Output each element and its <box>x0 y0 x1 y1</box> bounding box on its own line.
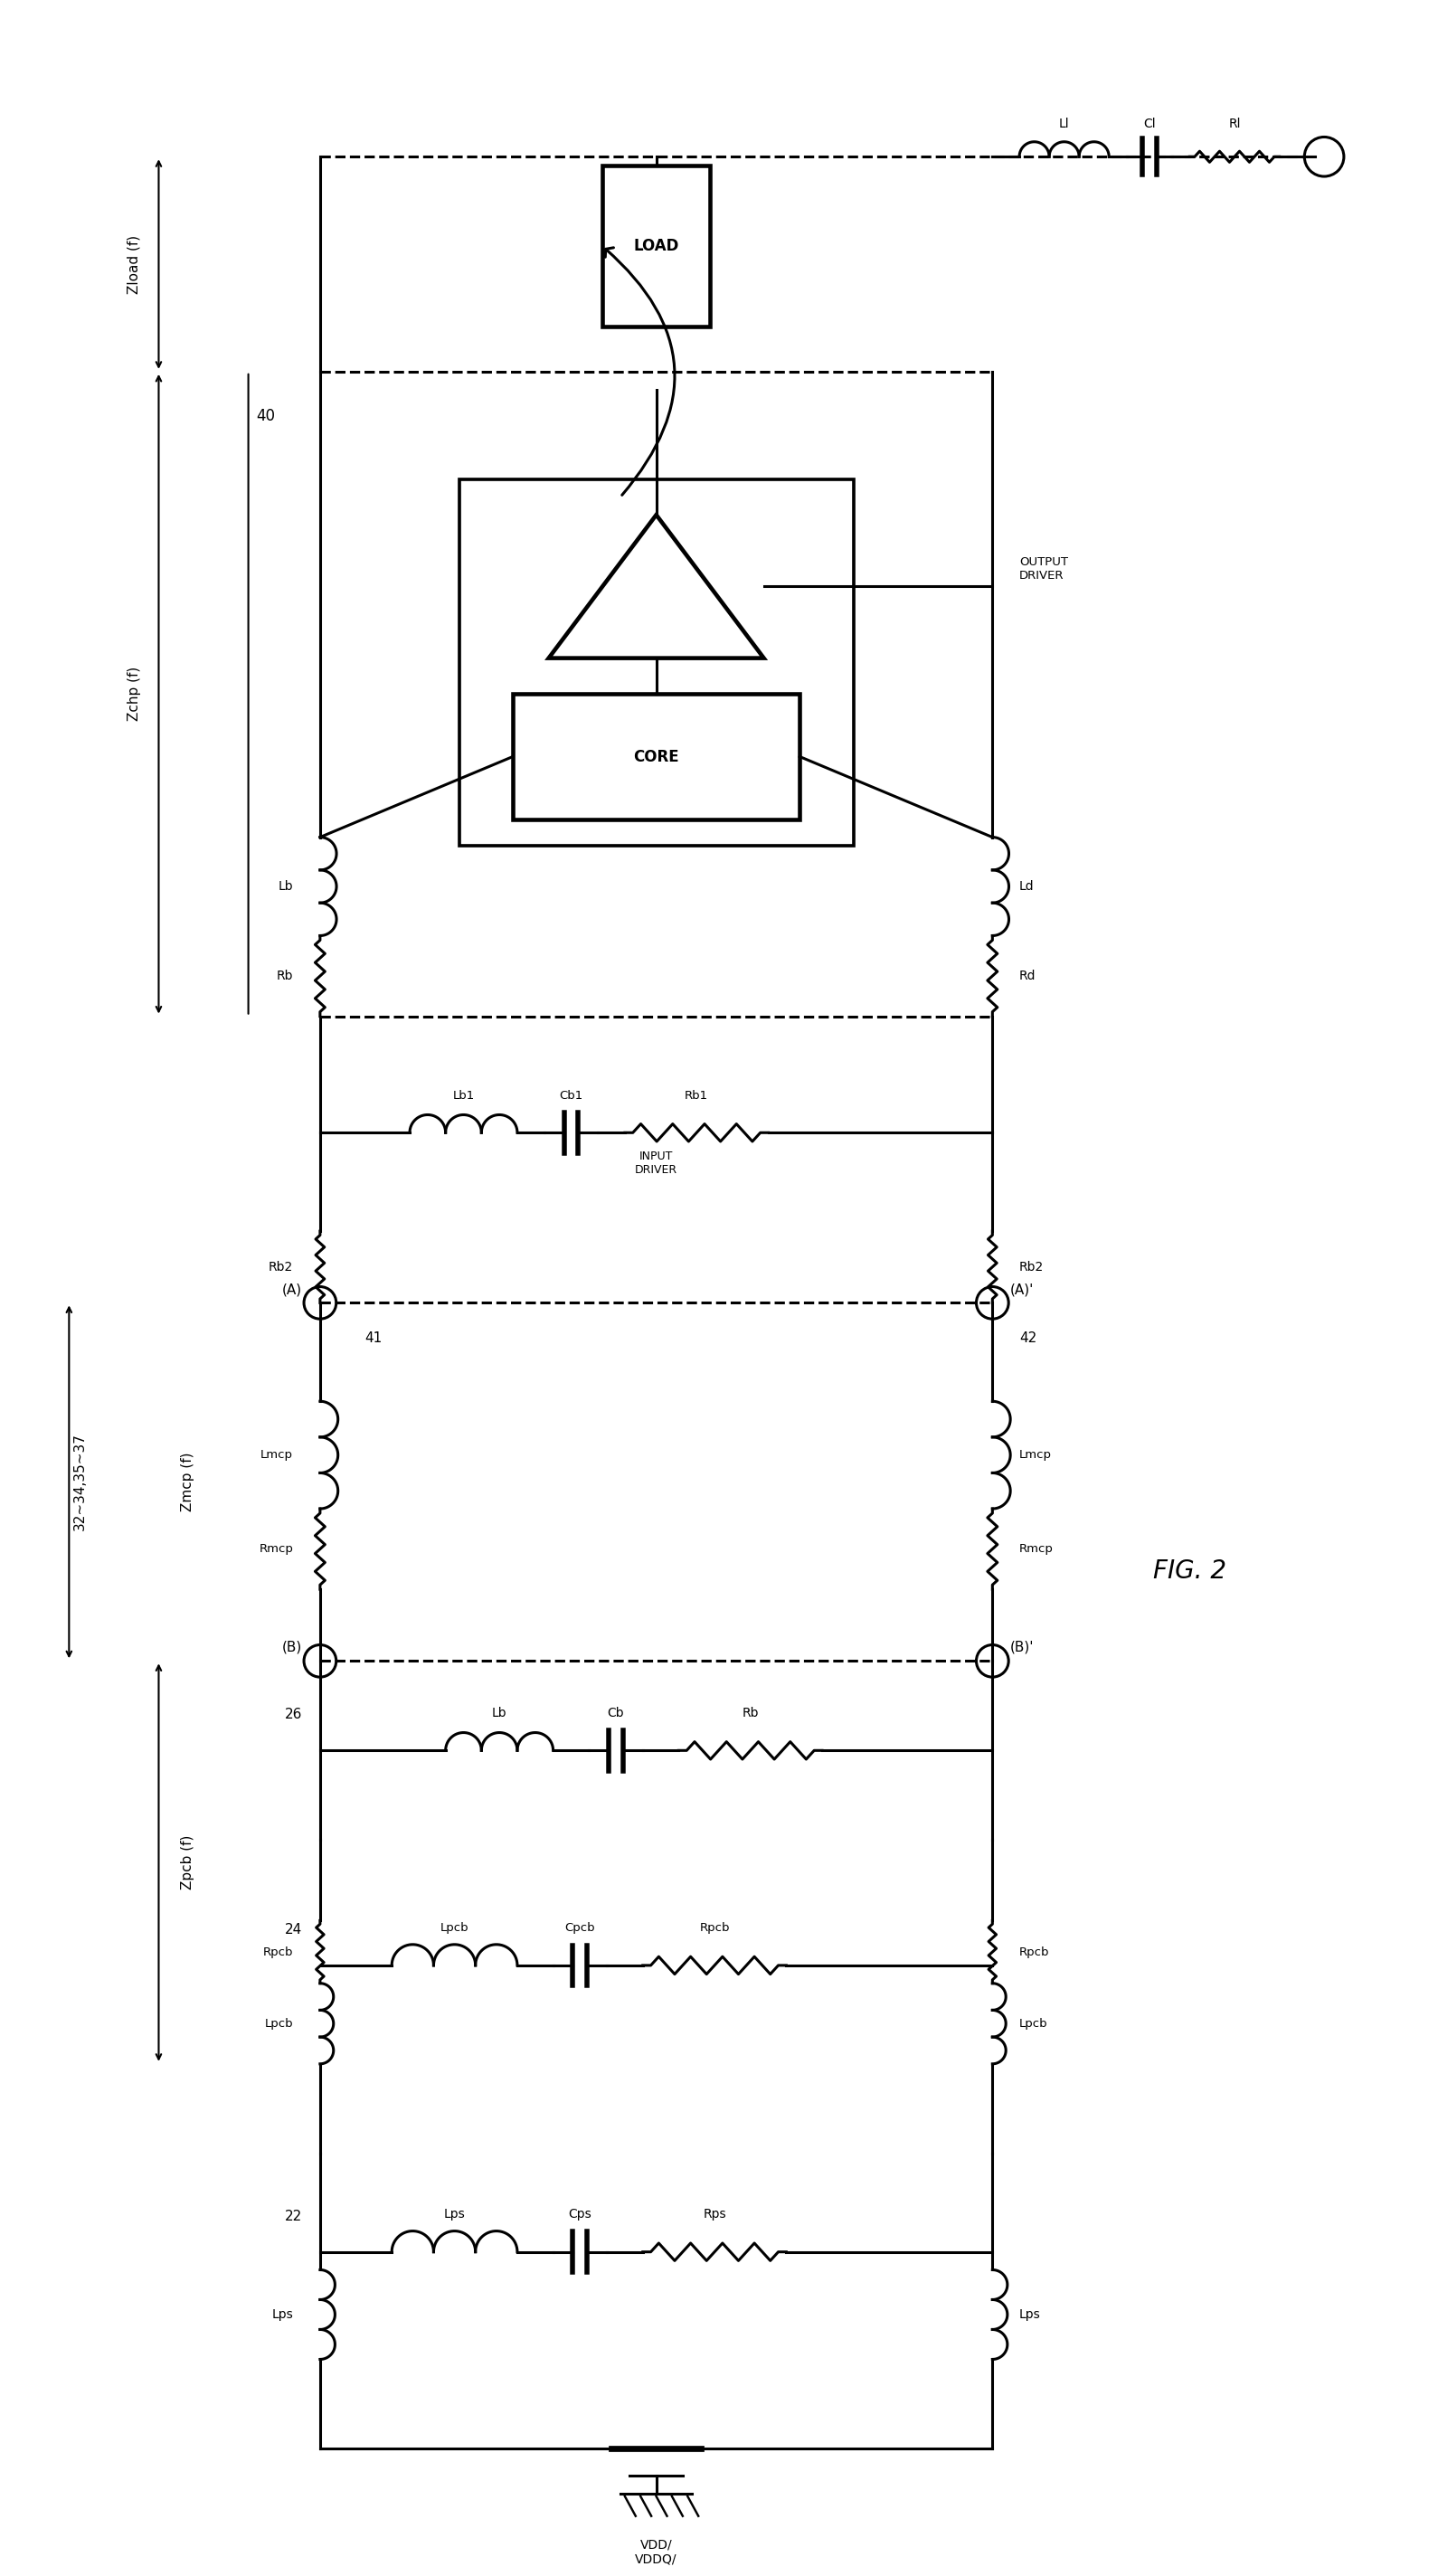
Text: 41: 41 <box>365 1332 383 1345</box>
Text: 32~34,35~37: 32~34,35~37 <box>73 1432 86 1530</box>
Text: Zmcp (f): Zmcp (f) <box>181 1453 194 1512</box>
Text: 42: 42 <box>1020 1332 1037 1345</box>
Text: 24: 24 <box>285 1922 302 1937</box>
Text: Rmcp: Rmcp <box>259 1543 293 1556</box>
Text: Cpcb: Cpcb <box>565 1922 595 1935</box>
Text: Rd: Rd <box>1020 969 1035 981</box>
Text: Lps: Lps <box>444 2208 466 2221</box>
Text: Rb: Rb <box>276 969 293 981</box>
Text: INPUT
DRIVER: INPUT DRIVER <box>636 1151 677 1175</box>
Text: Rpcb: Rpcb <box>263 1945 293 1958</box>
Text: Cb1: Cb1 <box>559 1090 582 1103</box>
Text: FIG. 2: FIG. 2 <box>1153 1558 1227 1584</box>
Text: Cps: Cps <box>568 2208 591 2221</box>
Text: 22: 22 <box>285 2210 302 2223</box>
Text: OUTPUT
DRIVER: OUTPUT DRIVER <box>1020 556 1068 582</box>
Text: Cb: Cb <box>607 1705 624 1718</box>
Text: Rb: Rb <box>742 1705 759 1718</box>
Text: Lps: Lps <box>1020 2308 1041 2321</box>
Text: Rb2: Rb2 <box>269 1260 293 1273</box>
Text: Cl: Cl <box>1143 116 1156 129</box>
FancyArrowPatch shape <box>605 247 674 495</box>
Text: Zpcb (f): Zpcb (f) <box>181 1834 194 1891</box>
Text: Zload (f): Zload (f) <box>127 234 141 294</box>
Text: Rps: Rps <box>703 2208 726 2221</box>
Text: Rmcp: Rmcp <box>1020 1543 1054 1556</box>
Text: Ll: Ll <box>1058 116 1070 129</box>
Text: Lps: Lps <box>272 2308 293 2321</box>
Text: (A)': (A)' <box>1011 1283 1034 1296</box>
Text: Lb: Lb <box>278 881 293 894</box>
Text: Rpcb: Rpcb <box>699 1922 729 1935</box>
Text: (A): (A) <box>282 1283 302 1296</box>
Text: Lpcb: Lpcb <box>265 2017 293 2030</box>
Text: Rpcb: Rpcb <box>1020 1945 1050 1958</box>
Bar <box>513 693 800 819</box>
Text: CORE: CORE <box>633 750 679 765</box>
Text: Lpcb: Lpcb <box>440 1922 469 1935</box>
Text: 26: 26 <box>285 1708 302 1721</box>
Text: Lb: Lb <box>492 1705 506 1718</box>
Text: Rl: Rl <box>1228 116 1241 129</box>
Text: (B): (B) <box>282 1641 302 1654</box>
Text: Ld: Ld <box>1020 881 1034 894</box>
Text: Rb1: Rb1 <box>684 1090 709 1103</box>
Text: Lb1: Lb1 <box>453 1090 475 1103</box>
Bar <box>603 165 710 327</box>
Text: Lpcb: Lpcb <box>1020 2017 1048 2030</box>
Text: Lmcp: Lmcp <box>1020 1450 1051 1461</box>
Text: 40: 40 <box>256 407 275 425</box>
Text: VDD/
VDDQ/: VDD/ VDDQ/ <box>636 2537 677 2566</box>
Text: Rb2: Rb2 <box>1020 1260 1044 1273</box>
Text: Lmcp: Lmcp <box>260 1450 293 1461</box>
Text: (B)': (B)' <box>1011 1641 1034 1654</box>
Bar <box>459 479 854 845</box>
Text: Zchp (f): Zchp (f) <box>127 667 141 721</box>
Text: LOAD: LOAD <box>634 237 679 255</box>
